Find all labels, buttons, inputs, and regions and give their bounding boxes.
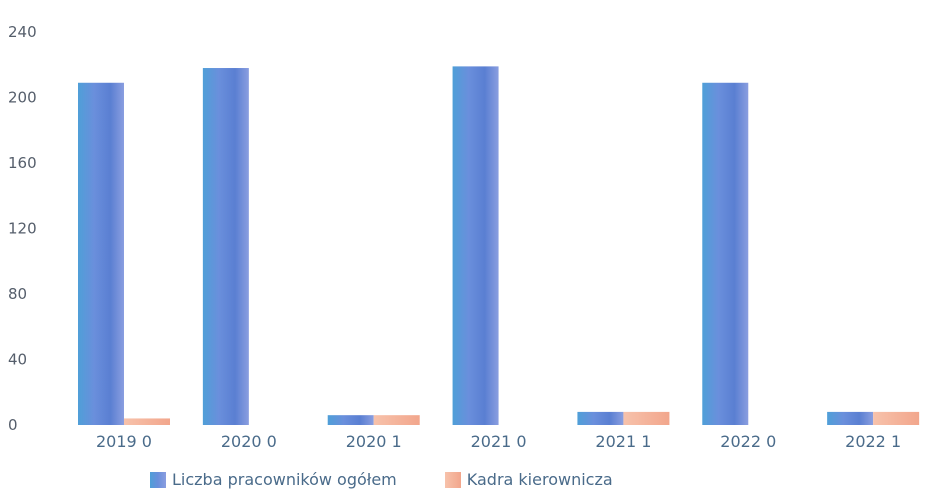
bar-total-employees[interactable] xyxy=(577,411,624,425)
x-tick-label: 2021 0 xyxy=(471,432,527,451)
legend-item-total[interactable]: Liczba pracowników ogółem xyxy=(150,470,397,489)
bar-total-employees[interactable] xyxy=(327,415,374,425)
x-axis: 2019 0 2020 0 2020 1 2021 0 2021 1 2022 0 2022… xyxy=(96,432,901,451)
y-axis: 0 40 80 120 160 200 240 xyxy=(8,23,37,434)
y-tick-label: 40 xyxy=(8,351,27,369)
bar-management[interactable] xyxy=(623,411,670,425)
bars xyxy=(78,66,920,426)
bar-total-employees[interactable] xyxy=(78,82,124,425)
x-tick-label: 2022 0 xyxy=(720,432,776,451)
bar-management[interactable] xyxy=(873,411,920,425)
y-tick-label: 80 xyxy=(8,285,27,303)
bar-total-employees[interactable] xyxy=(452,66,499,425)
x-tick-label: 2019 0 xyxy=(96,432,152,451)
legend: Liczba pracowników ogółem Kadra kierowni… xyxy=(150,470,661,489)
x-tick-label: 2021 1 xyxy=(595,432,651,451)
y-tick-label: 200 xyxy=(8,89,37,107)
y-tick-label: 240 xyxy=(8,23,37,41)
legend-swatch-total xyxy=(150,471,166,488)
legend-label-total: Liczba pracowników ogółem xyxy=(172,470,397,489)
y-tick-label: 160 xyxy=(8,154,37,172)
legend-label-management: Kadra kierownicza xyxy=(466,470,613,489)
x-tick-label: 2020 0 xyxy=(221,432,277,451)
legend-item-management[interactable]: Kadra kierownicza xyxy=(444,470,613,489)
y-tick-label: 120 xyxy=(8,220,37,238)
bar-management[interactable] xyxy=(373,415,420,425)
x-tick-label: 2022 1 xyxy=(845,432,901,451)
bar-total-employees[interactable] xyxy=(702,82,749,425)
x-tick-label: 2020 1 xyxy=(346,432,402,451)
y-tick-label: 0 xyxy=(8,416,18,434)
legend-swatch-management xyxy=(444,471,461,488)
bar-management[interactable] xyxy=(124,418,170,425)
bar-total-employees[interactable] xyxy=(827,411,874,425)
bar-total-employees[interactable] xyxy=(202,68,249,426)
